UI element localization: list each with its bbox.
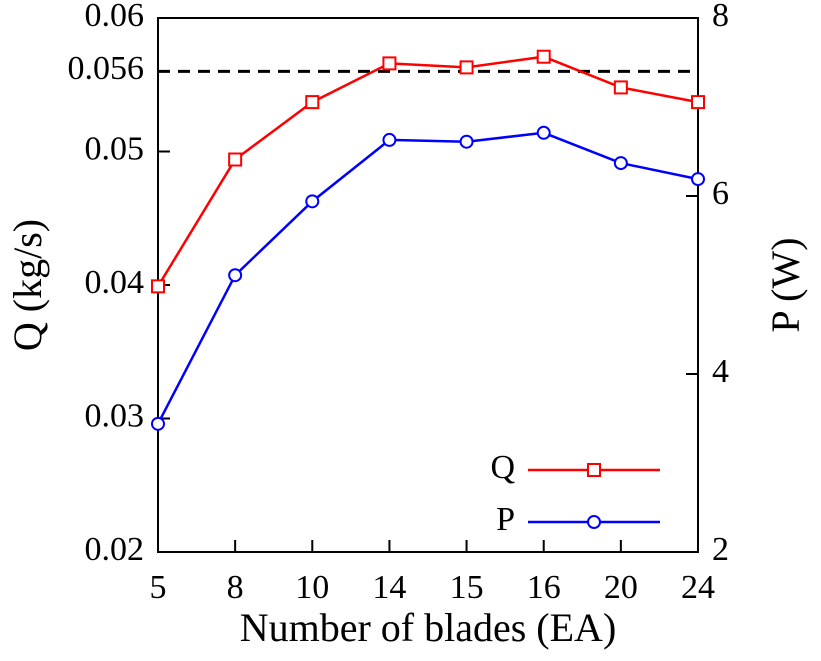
y-tick-label: 0.03 bbox=[85, 397, 145, 434]
legend-label: Q bbox=[490, 449, 515, 486]
y2-tick-label: 4 bbox=[712, 353, 729, 390]
marker bbox=[151, 416, 165, 431]
y-tick-label: 0.05 bbox=[85, 130, 145, 167]
marker bbox=[613, 80, 628, 95]
marker bbox=[305, 194, 320, 209]
y2-axis-label: P (W) bbox=[763, 237, 808, 332]
marker bbox=[691, 95, 705, 110]
y2-tick-label: 6 bbox=[712, 175, 729, 212]
x-tick-label: 15 bbox=[450, 569, 484, 606]
series-line bbox=[156, 131, 699, 425]
x-tick-label: 14 bbox=[372, 569, 406, 606]
x-tick-label: 8 bbox=[227, 569, 244, 606]
x-tick-label: 5 bbox=[150, 569, 167, 606]
marker bbox=[151, 279, 165, 294]
marker bbox=[587, 463, 601, 477]
y-tick-label: 0.02 bbox=[85, 531, 145, 568]
y-tick-label: 0.056 bbox=[68, 50, 145, 87]
marker bbox=[587, 515, 601, 529]
plot-frame bbox=[157, 17, 699, 553]
marker bbox=[536, 49, 551, 64]
y-tick-label: 0.04 bbox=[85, 264, 145, 301]
marker bbox=[382, 132, 397, 147]
marker bbox=[305, 95, 320, 110]
marker bbox=[536, 125, 551, 140]
x-tick-label: 20 bbox=[604, 569, 638, 606]
x-axis-label: Number of blades (EA) bbox=[240, 605, 617, 650]
y-tick-label: 0.06 bbox=[85, 0, 145, 34]
x-tick-label: 16 bbox=[527, 569, 561, 606]
series-line bbox=[156, 55, 699, 287]
marker bbox=[228, 268, 243, 283]
x-tick-label: 10 bbox=[295, 569, 329, 606]
marker bbox=[382, 56, 397, 71]
marker bbox=[459, 60, 474, 75]
marker bbox=[459, 134, 474, 149]
marker bbox=[691, 172, 705, 187]
x-tick-label: 24 bbox=[681, 569, 715, 606]
marker bbox=[228, 152, 243, 167]
y-axis-label: Q (kg/s) bbox=[5, 219, 50, 351]
y2-tick-label: 8 bbox=[712, 0, 729, 34]
legend-label: P bbox=[496, 501, 515, 538]
y2-tick-label: 2 bbox=[712, 531, 729, 568]
marker bbox=[613, 156, 628, 171]
